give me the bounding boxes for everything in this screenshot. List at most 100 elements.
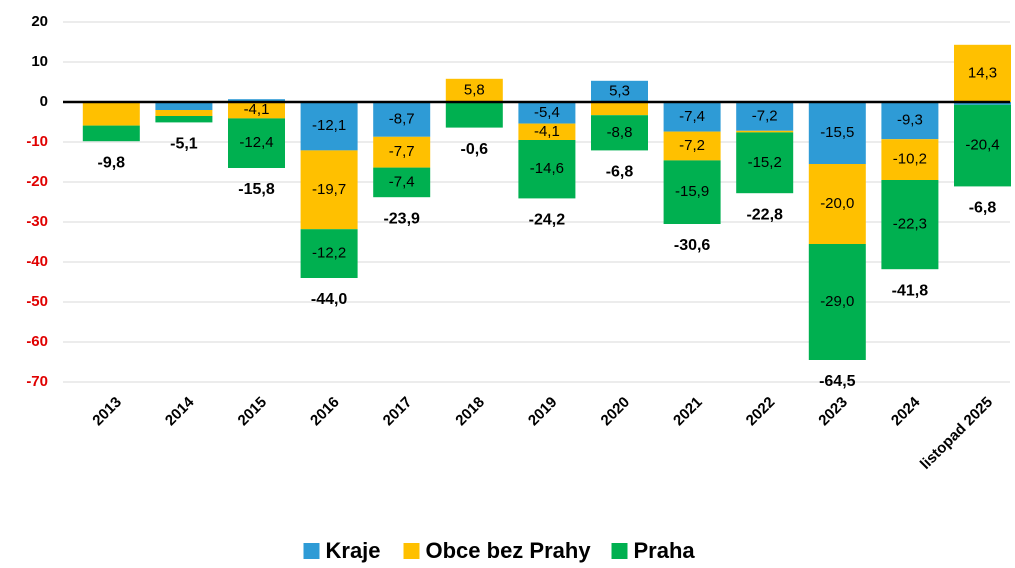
x-tick-label: 2023 [815,394,851,430]
bar-segment [228,102,285,119]
x-tick-label: 2016 [307,394,343,430]
bar-segment [808,244,866,360]
x-tick-label: 2014 [162,393,198,429]
x-tick-label: 2017 [380,394,416,430]
bar-segment [954,104,1011,187]
legend-label: Kraje [326,538,381,563]
x-tick-label: 2013 [89,394,125,430]
total-label: -24,2 [529,212,566,229]
bar-segment [373,102,431,137]
segment-label: -15,2 [748,154,782,171]
total-label: -64,5 [819,373,856,390]
segment-label: -12,2 [312,245,346,262]
segment-label: -20,4 [965,137,999,154]
segment-label: -14,6 [530,160,564,177]
segment-label: -7,2 [679,137,705,154]
total-label: -6,8 [969,200,997,217]
bar-segment [518,123,576,140]
x-tick-label: 2024 [888,393,924,429]
total-label: -9,8 [98,154,126,171]
bar-segment [736,132,794,194]
legend-label: Praha [634,538,696,563]
total-label: -15,8 [238,181,275,198]
bar-segment [954,102,1011,105]
segment-label: -7,2 [752,107,778,124]
segment-label: -4,1 [244,101,270,118]
x-tick-label: 2022 [743,394,779,430]
segment-label: -8,8 [607,124,633,141]
bar-segment [82,102,140,126]
x-tick-label: 2019 [525,394,561,430]
bar-segment [881,180,939,270]
bar-segment [155,110,213,116]
segment-label: -7,7 [389,143,415,160]
bar-segment [445,78,503,102]
segment-label: -22,3 [893,216,927,233]
y-tick-label: 0 [40,93,48,110]
segment-label: -7,4 [679,108,705,125]
segment-label: -5,4 [534,104,560,121]
total-label: -6,8 [606,164,634,181]
segment-label: -15,5 [820,124,854,141]
bar-segment [445,102,503,128]
bar-segment [591,80,648,102]
segment-label: -7,4 [389,173,415,190]
y-tick-label: 10 [31,53,48,70]
total-label: -5,1 [170,136,198,153]
total-label: -44,0 [311,291,348,308]
segment-label: -8,7 [389,110,415,127]
x-tick-label: listopad 2025 [917,394,996,473]
bar-segment [663,102,721,132]
segment-label: -9,3 [897,112,923,129]
y-tick-label: -20 [26,173,48,190]
total-label: -22,8 [746,206,783,223]
y-tick-label: -10 [26,133,48,150]
segment-label: 5,8 [464,81,485,98]
legend-swatch [403,543,420,559]
total-label: -30,6 [674,237,711,254]
bar-segment [518,140,576,199]
segment-label: -10,2 [893,151,927,168]
bar-segment [808,164,866,244]
bar-segment [155,116,213,123]
bar-segment [373,167,431,198]
y-tick-label: -30 [26,213,48,230]
segment-label: -29,0 [820,293,854,310]
bar-segment [591,115,648,151]
bar-segment [663,131,721,161]
bar-segment [736,102,794,131]
segment-label: 5,3 [609,82,630,99]
bar-segment [954,44,1011,102]
bar-segment [373,136,431,168]
bar-segment [155,102,213,110]
total-label: -0,6 [461,141,489,158]
x-tick-label: 2020 [598,394,634,430]
total-label: -23,9 [383,210,420,227]
legend-label: Obce bez Prahy [426,538,592,563]
total-label: -41,8 [892,282,929,299]
legend-swatch [303,543,320,559]
segment-label: -20,0 [820,195,854,212]
bar-segment [881,139,939,180]
bar-segment [300,102,358,151]
segment-label: 14,3 [968,64,997,81]
bar-segment [228,99,285,102]
bar-segment [228,118,285,168]
segment-label: -12,4 [239,134,273,151]
x-tick-label: 2015 [235,394,271,430]
x-tick-label: 2021 [670,394,706,430]
bar-segment [300,150,358,230]
bar-segment [808,102,866,164]
bar-segment [82,125,140,142]
bar-segment [663,160,721,224]
y-tick-label: -70 [26,373,48,390]
segment-label: -4,1 [534,123,560,140]
bar-segment [591,102,648,116]
segment-label: -12,1 [312,117,346,134]
bar-segment [518,102,576,124]
y-tick-label: -40 [26,253,48,270]
x-tick-label: 2018 [452,394,488,430]
bar-segment [736,130,794,133]
